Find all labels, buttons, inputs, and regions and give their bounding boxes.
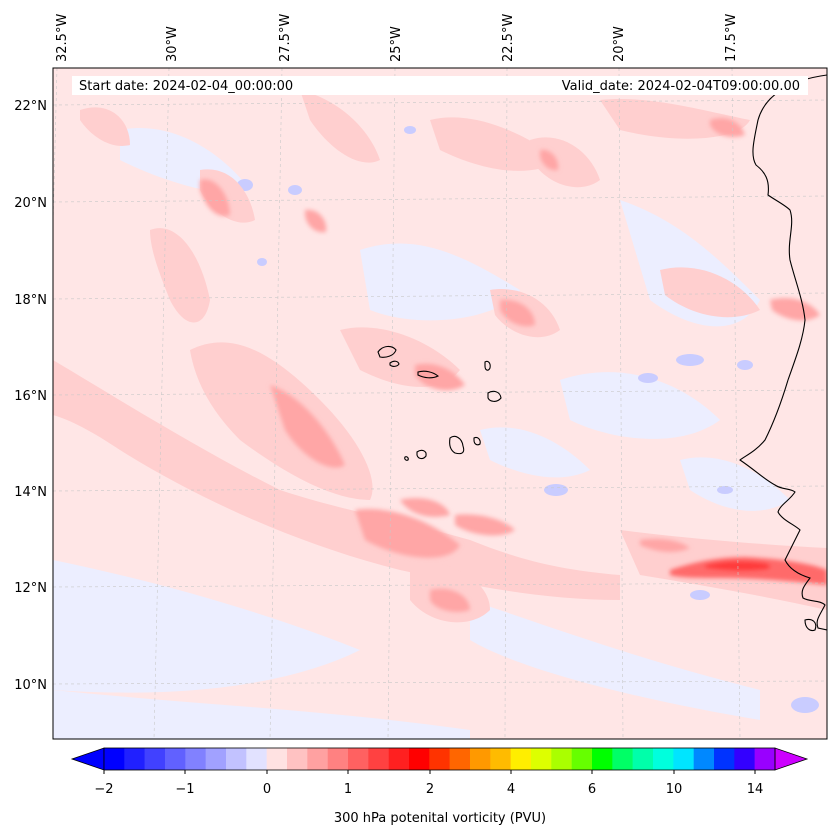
- lon-label: 27.5°W: [278, 14, 293, 62]
- coastlines: [377, 74, 827, 632]
- colorbar-cell: [612, 748, 633, 770]
- colorbar-tick-label: 4: [507, 782, 515, 797]
- pv-positive-band-medium: [200, 118, 820, 612]
- colorbar-tick-label: 2: [426, 782, 434, 797]
- date-banner: [72, 76, 808, 95]
- colorbar-cell: [653, 748, 674, 770]
- lat-label: 18°N: [14, 293, 47, 308]
- colorbar-cell: [673, 748, 694, 770]
- colorbar-cell: [348, 748, 369, 770]
- colorbar-cell: [246, 748, 267, 770]
- colorbar-cell: [470, 748, 491, 770]
- latitude-labels: 22°N 20°N 18°N 16°N 14°N 12°N 10°N: [14, 99, 47, 693]
- colorbar-cell: [327, 748, 349, 770]
- lon-label: 22.5°W: [501, 14, 516, 62]
- colorbar-cell: [531, 748, 552, 770]
- island-boa-vista: [487, 390, 502, 402]
- valid-date-label: Valid_date: 2024-02-04T09:00:00.00: [562, 79, 800, 94]
- colorbar-cell: [165, 748, 186, 770]
- island-maio: [473, 436, 481, 446]
- island-sal: [484, 360, 491, 371]
- colorbar-tick-label: 10: [666, 782, 683, 797]
- colorbar-tick-label: 1: [344, 782, 352, 797]
- colorbar-cell: [734, 748, 755, 770]
- colorbar-cell: [571, 748, 593, 770]
- colorbar-tick-label: 14: [747, 782, 764, 797]
- lat-label: 16°N: [14, 389, 47, 404]
- colorbar-cell: [714, 748, 735, 770]
- colorbar-cell: [429, 748, 450, 770]
- colorbar-cell: [754, 748, 776, 770]
- colorbar-ticks: −2 −1 0 1 2 4 6 10 14: [94, 770, 763, 797]
- lat-label: 22°N: [14, 99, 47, 114]
- colorbar-cell: [124, 748, 145, 770]
- colorbar-cell: [266, 748, 288, 770]
- colorbar-cell: [490, 748, 511, 770]
- lat-label: 12°N: [14, 581, 47, 596]
- africa-coastline: [739, 74, 827, 631]
- colorbar-tick-label: −1: [175, 782, 194, 797]
- pv-negative-patches: [53, 128, 790, 739]
- longitude-labels: 32.5°W 30°W 27.5°W 25°W 22.5°W 20°W 17.5…: [55, 14, 739, 62]
- colorbar-cell: [551, 748, 572, 770]
- map-frame: [52, 67, 828, 740]
- colorbar-cell: [104, 748, 125, 770]
- island-sao-nicolau: [417, 370, 440, 379]
- colorbar-cell: [449, 748, 471, 770]
- colorbar-cell: [693, 748, 715, 770]
- colorbar-cell: [592, 748, 613, 770]
- colorbar-tick-label: 6: [588, 782, 596, 797]
- lon-label: 30°W: [165, 26, 180, 62]
- colorbar-cell: [409, 748, 430, 770]
- lon-label: 20°W: [612, 26, 627, 62]
- colorbar-cell: [287, 748, 308, 770]
- colorbar-cell: [205, 748, 227, 770]
- colorbar-cell: [185, 748, 206, 770]
- lon-label: 25°W: [389, 26, 404, 62]
- colorbar-cell: [226, 748, 247, 770]
- island-santiago: [449, 435, 465, 455]
- lon-label: 32.5°W: [55, 14, 70, 62]
- bissagos-islands: [804, 618, 817, 632]
- island-santo-antao: [377, 345, 397, 358]
- lat-label: 10°N: [14, 678, 47, 693]
- colorbar-over-triangle: [774, 747, 809, 771]
- colorbar-frame: [103, 747, 776, 771]
- colorbar-under-triangle: [70, 747, 105, 771]
- lat-label: 20°N: [14, 196, 47, 211]
- colorbar-cell: [388, 748, 410, 770]
- map-area: [53, 68, 827, 739]
- pv-blue-spots: [237, 126, 819, 713]
- lat-label: 14°N: [14, 485, 47, 500]
- colorbar-tick-label: −2: [94, 782, 113, 797]
- colorbar-cells: [104, 748, 776, 770]
- lon-label: 17.5°W: [724, 14, 739, 62]
- island-fogo: [416, 449, 427, 460]
- colorbar-cell: [510, 748, 532, 770]
- colorbar-cell: [307, 748, 328, 770]
- island-sao-vicente: [389, 360, 400, 367]
- colorbar-cell: [144, 748, 166, 770]
- colorbar-cell: [368, 748, 389, 770]
- graticule: [53, 68, 827, 739]
- colorbar-cell: [632, 748, 654, 770]
- island-brava: [404, 456, 409, 461]
- colorbar-label: 300 hPa potenital vorticity (PVU): [334, 811, 546, 826]
- colorbar-tick-label: 0: [263, 782, 271, 797]
- colorbar: −2 −1 0 1 2 4 6 10 14 300 hPa potenital …: [70, 747, 809, 826]
- start-date-label: Start date: 2024-02-04_00:00:00: [79, 79, 293, 94]
